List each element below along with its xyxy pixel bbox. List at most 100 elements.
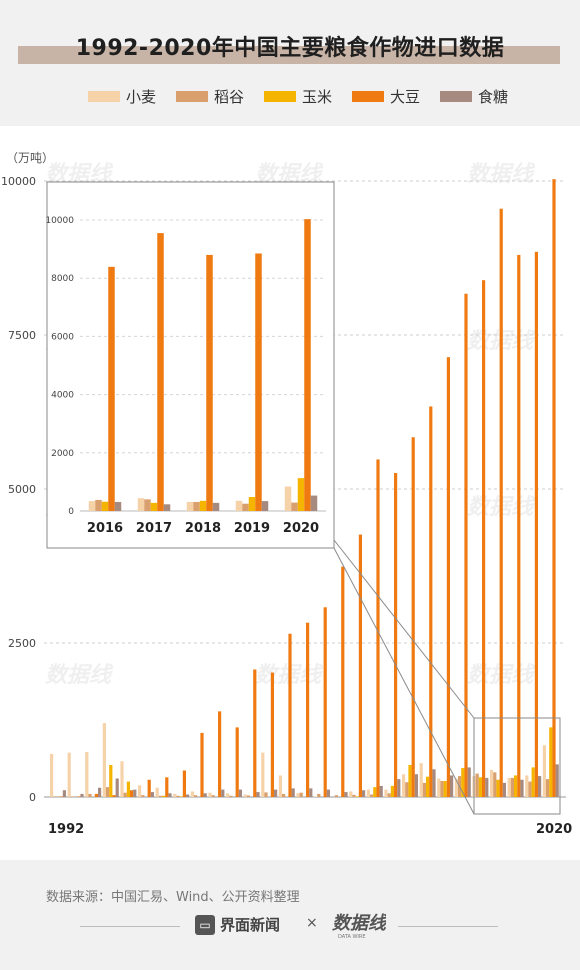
bar [496,779,500,797]
svg-text:数据线: 数据线 [332,913,386,934]
bar [243,794,247,797]
data-source: 数据来源：中国汇易、Wind、公开资料整理 [46,890,300,905]
bar [549,727,553,797]
bar [173,793,177,797]
y-tick-label: 10000 [1,175,36,188]
bar [130,790,134,797]
main-chart: 数据线数据线数据线数据线数据线数据线数据线数据线数据线数据线数据线数据线0250… [1,151,572,837]
bar [168,793,172,797]
bar [440,780,444,797]
bar [520,779,524,797]
chart-title: 1992-2020年中国主要粮食作物进口数据 [75,36,505,61]
bar [106,787,110,797]
bar [179,796,183,797]
bar [203,793,207,797]
bar [517,254,521,798]
bar [112,795,116,797]
bar [510,777,514,797]
bar [408,764,412,797]
bar [525,775,529,797]
bar [358,534,362,797]
bar [482,280,486,797]
title-area: 1992-2020年中国主要粮食作物进口数据 [0,0,580,80]
bar [98,787,102,797]
bar [422,782,426,797]
bar [514,775,518,797]
bar [387,793,391,797]
inset-bar [297,478,305,511]
inset-y-tick-label: 4000 [51,391,74,401]
bar [454,778,458,797]
inset-bar [193,501,200,511]
inset-bar [284,486,292,511]
bar [70,796,74,797]
inset-bar [248,497,256,511]
legend-swatch [352,91,384,102]
inset-bar [242,503,249,511]
bar [194,795,198,797]
y-unit-label: （万吨） [6,151,54,165]
inset-bar [88,501,96,511]
bar [246,795,250,797]
inset-y-tick-label: 0 [68,507,74,517]
inset-x-label: 2019 [234,521,270,536]
bar [115,778,119,797]
bar [355,796,359,797]
bar [190,791,194,797]
bar [138,785,142,797]
bar [256,792,260,797]
bar [341,566,345,797]
bar [366,789,370,797]
bar [552,179,556,798]
bar [208,792,212,797]
inset-bar [255,253,262,511]
inset-bar [206,254,213,512]
bar [109,764,113,797]
bar [437,778,441,797]
y-tick-label: 7500 [8,329,36,342]
bar [443,780,447,797]
inset-y-tick-label: 8000 [51,274,74,284]
bar [147,779,151,797]
bar [426,776,430,797]
inset-x-label: 2020 [283,521,319,536]
jiemian-logo-text: 界面新闻 [220,916,281,934]
bar [379,785,383,797]
legend-label: 小麦 [126,88,157,106]
title-band [18,46,560,64]
bar [80,793,84,797]
bar [326,789,330,797]
watermark: 数据线 [467,161,536,187]
bar [317,793,321,797]
watermark: 数据线 [45,662,114,688]
inset-bar [101,501,109,511]
bar [306,622,310,797]
bar [502,782,506,797]
y-tick-label: 5000 [8,483,36,496]
bar [507,777,511,797]
inset-bar [150,502,158,511]
bar [478,777,482,797]
bar [531,767,535,797]
inset-bar [212,502,220,511]
bar [349,791,353,797]
bar [493,772,497,797]
legend-swatch [176,91,208,102]
legend-swatch [440,91,472,102]
bar [429,406,433,797]
bar [253,669,257,797]
bar [499,208,503,798]
bar [261,752,265,797]
inset-bar [186,501,194,511]
bar [485,777,489,797]
bar [467,767,471,797]
news-square-icon: ▭ [195,915,215,935]
bar [278,775,282,797]
bar [235,727,239,797]
bar [162,795,166,797]
bar [384,789,388,797]
bar [120,761,124,797]
bar [141,795,145,797]
bar [53,796,57,797]
bar [270,672,274,797]
